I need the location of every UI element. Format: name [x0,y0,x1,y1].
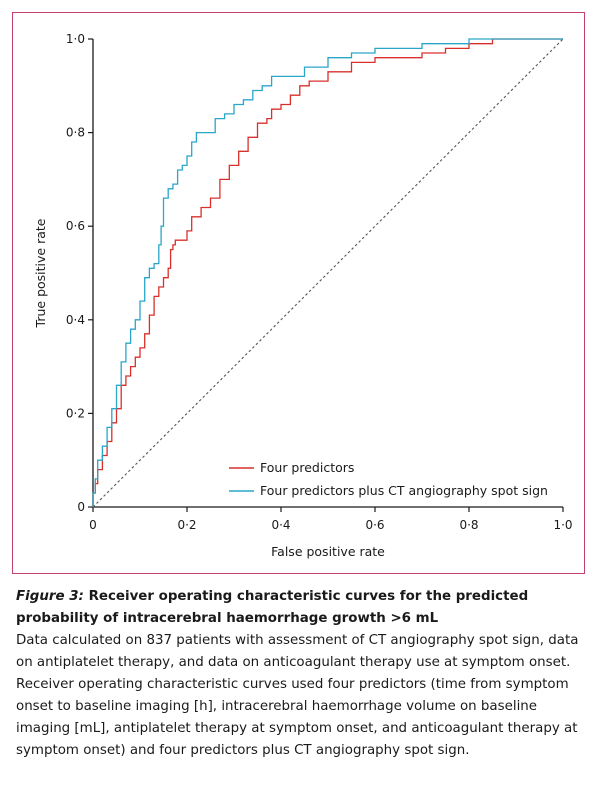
legend-label-four-predictors: Four predictors [260,460,354,475]
roc-chart: 0 0·2 0·4 0·6 0·8 1·0 0 0·2 0·4 0·6 0·8 1·0 False … [33,32,573,559]
figure-caption: Figure 3: Receiver operating characteris… [16,586,582,762]
axes [92,39,563,508]
x-tick-label: 0 [89,518,97,532]
x-axis-title: False positive rate [271,544,385,559]
y-ticks: 0 0·2 0·4 0·6 0·8 1·0 [66,32,93,514]
y-tick-label: 0 [77,500,85,514]
x-tick-label: 0·4 [271,518,290,532]
caption-body: Data calculated on 837 patients with ass… [16,633,579,758]
y-tick-label: 0·6 [66,219,85,233]
caption-title-text: Receiver operating characteristic curves… [16,589,529,626]
legend-label-four-predictors-plus-spot-sign: Four predictors plus CT angiography spot… [260,483,548,498]
y-axis-title: True positive rate [33,218,48,328]
series-group [92,38,563,507]
figure-frame [12,12,585,574]
x-ticks: 0 0·2 0·4 0·6 0·8 1·0 [89,507,573,532]
x-tick-label: 0·8 [459,518,478,532]
y-tick-label: 0·2 [66,406,85,420]
y-tick-label: 0·4 [66,313,85,327]
caption-title: Figure 3: Receiver operating characteris… [16,586,582,630]
reference-diagonal-line [92,38,564,508]
y-tick-label: 1·0 [66,32,85,46]
legend: Four predictors Four predictors plus CT … [229,460,548,498]
figure-label: Figure 3: [16,589,84,604]
y-tick-label: 0·8 [66,126,85,140]
x-tick-label: 0·2 [177,518,196,532]
x-tick-label: 0·6 [365,518,384,532]
series-line-four-predictors-plus-spot-sign [92,38,563,507]
x-tick-label: 1·0 [553,518,572,532]
